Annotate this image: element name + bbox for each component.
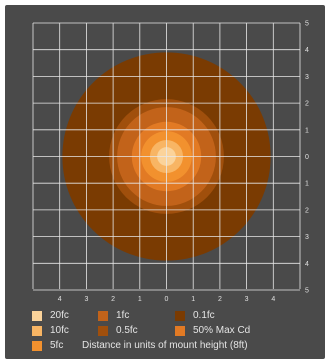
- legend-label: 50% Max Cd: [193, 325, 251, 336]
- legend-label: 20fc: [50, 310, 69, 321]
- x-tick-label: 1: [138, 296, 142, 303]
- chart-panel: 5 4 3 2 1 0 1 2 3 4 5 4 3 2 1 0 1 2 3 4 20fc 1fc 0.1fc 10fc 0.5…: [5, 5, 325, 359]
- legend-swatch: [175, 311, 185, 321]
- legend-swatch: [98, 311, 108, 321]
- isofootcandle-plot: 5 4 3 2 1 0 1 2 3 4 5 4 3 2 1 0 1 2 3 4: [32, 21, 309, 303]
- x-tick-label: 2: [111, 296, 115, 303]
- x-tick-label: 1: [191, 296, 195, 303]
- legend-label: 5fc: [50, 340, 64, 351]
- y-tick-label: 2: [305, 101, 309, 108]
- legend-label: 0.1fc: [193, 310, 215, 321]
- legend-label: 0.5fc: [116, 325, 138, 336]
- x-tick-label: 3: [245, 296, 249, 303]
- x-tick-label: 4: [58, 296, 62, 303]
- y-tick-label: 3: [305, 74, 309, 81]
- legend-label: 1fc: [116, 310, 130, 321]
- y-tick-label: 0: [305, 154, 309, 161]
- y-tick-label: 1: [305, 127, 309, 134]
- y-tick-label: 4: [305, 47, 309, 54]
- legend-swatch: [32, 326, 42, 336]
- legend-swatch: [175, 326, 185, 336]
- x-tick-label: 0: [165, 296, 169, 303]
- y-tick-label: 5: [305, 21, 309, 28]
- y-tick-label: 4: [305, 261, 309, 268]
- y-tick-label: 1: [305, 181, 309, 188]
- legend-swatch: [32, 341, 42, 351]
- x-axis-label: Distance in units of mount height (8ft): [82, 340, 248, 351]
- y-tick-label: 5: [305, 288, 309, 295]
- x-tick-label: 3: [84, 296, 88, 303]
- legend-label: 10fc: [50, 325, 69, 336]
- x-tick-label: 2: [218, 296, 222, 303]
- y-tick-label: 2: [305, 207, 309, 214]
- x-tick-label: 4: [271, 296, 275, 303]
- y-tick-label: 3: [305, 234, 309, 241]
- legend-swatch: [98, 326, 108, 336]
- legend-swatch: [32, 311, 42, 321]
